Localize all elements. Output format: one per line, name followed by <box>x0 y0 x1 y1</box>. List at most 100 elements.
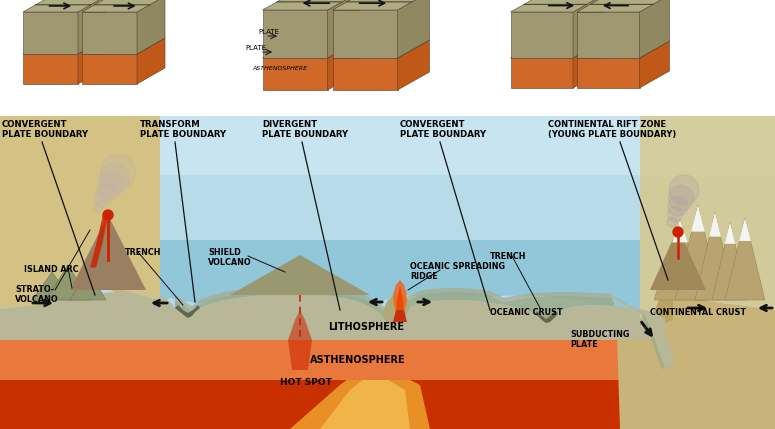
Text: ISLAND ARC: ISLAND ARC <box>24 265 78 274</box>
Polygon shape <box>70 270 106 300</box>
Polygon shape <box>175 305 200 318</box>
Text: ASTHENOSPHERE: ASTHENOSPHERE <box>252 66 307 70</box>
Polygon shape <box>616 116 775 429</box>
Text: PLATE: PLATE <box>245 45 266 51</box>
Polygon shape <box>640 116 775 318</box>
Text: TRENCH: TRENCH <box>125 248 161 257</box>
Polygon shape <box>725 218 765 300</box>
Polygon shape <box>712 222 748 300</box>
Text: STRATO-
VOLCANO: STRATO- VOLCANO <box>15 285 59 305</box>
Polygon shape <box>725 222 735 244</box>
Polygon shape <box>23 38 106 54</box>
Polygon shape <box>610 292 665 369</box>
Polygon shape <box>675 205 721 300</box>
Text: HOT SPOT: HOT SPOT <box>280 378 332 387</box>
Polygon shape <box>23 12 78 54</box>
Polygon shape <box>0 116 160 309</box>
Text: CONVERGENT
PLATE BOUNDARY: CONVERGENT PLATE BOUNDARY <box>400 120 486 139</box>
Polygon shape <box>320 378 410 429</box>
Text: SHIELD
VOLCANO: SHIELD VOLCANO <box>208 248 252 267</box>
Polygon shape <box>610 288 673 330</box>
Polygon shape <box>175 290 615 323</box>
Polygon shape <box>709 212 721 237</box>
Text: ASTHENOSPHERE: ASTHENOSPHERE <box>310 355 405 365</box>
Polygon shape <box>328 0 360 58</box>
Polygon shape <box>573 41 603 88</box>
Polygon shape <box>511 58 573 88</box>
Polygon shape <box>78 38 106 84</box>
Polygon shape <box>82 12 137 54</box>
Bar <box>0 116 775 429</box>
Text: PLATE: PLATE <box>258 29 279 35</box>
Polygon shape <box>130 175 640 240</box>
Polygon shape <box>535 311 558 323</box>
Polygon shape <box>610 294 675 368</box>
Polygon shape <box>577 41 670 58</box>
Circle shape <box>667 206 683 221</box>
Polygon shape <box>288 310 312 370</box>
Polygon shape <box>393 285 407 322</box>
Polygon shape <box>82 38 165 54</box>
Circle shape <box>101 154 136 190</box>
Polygon shape <box>511 0 603 12</box>
Polygon shape <box>78 0 106 54</box>
Circle shape <box>93 202 103 212</box>
Polygon shape <box>23 0 106 12</box>
Polygon shape <box>0 313 775 380</box>
Polygon shape <box>23 54 78 84</box>
Polygon shape <box>672 220 687 242</box>
Circle shape <box>98 173 122 199</box>
Text: CONTINENTAL RIFT ZONE
(YOUNG PLATE BOUNDARY): CONTINENTAL RIFT ZONE (YOUNG PLATE BOUND… <box>548 120 677 139</box>
Polygon shape <box>511 12 573 58</box>
Circle shape <box>668 196 688 216</box>
Polygon shape <box>654 220 706 300</box>
Polygon shape <box>290 370 430 429</box>
Polygon shape <box>82 0 165 12</box>
Text: CONTINENTAL CRUST: CONTINENTAL CRUST <box>650 308 746 317</box>
Polygon shape <box>383 294 410 323</box>
Text: OCEANIC SPREADING
RIDGE: OCEANIC SPREADING RIDGE <box>410 262 505 281</box>
Polygon shape <box>577 58 639 88</box>
Polygon shape <box>577 0 670 12</box>
Polygon shape <box>263 58 328 90</box>
Polygon shape <box>175 286 612 316</box>
Polygon shape <box>263 40 360 58</box>
Polygon shape <box>0 116 160 312</box>
Polygon shape <box>332 10 398 58</box>
Polygon shape <box>398 40 429 90</box>
Bar <box>0 116 775 176</box>
Polygon shape <box>639 41 670 88</box>
Polygon shape <box>650 228 706 290</box>
Circle shape <box>673 227 683 237</box>
Polygon shape <box>90 215 108 268</box>
Polygon shape <box>130 175 640 316</box>
Polygon shape <box>0 292 665 340</box>
Circle shape <box>103 210 113 220</box>
Text: OCEANIC CRUST: OCEANIC CRUST <box>490 308 563 317</box>
Polygon shape <box>511 41 603 58</box>
Polygon shape <box>263 10 328 58</box>
Polygon shape <box>82 54 137 84</box>
Polygon shape <box>573 0 603 58</box>
Polygon shape <box>46 265 90 300</box>
Circle shape <box>99 164 129 194</box>
Polygon shape <box>70 215 146 290</box>
Polygon shape <box>398 0 429 58</box>
Text: DIVERGENT
PLATE BOUNDARY: DIVERGENT PLATE BOUNDARY <box>262 120 348 139</box>
Polygon shape <box>393 280 407 310</box>
Circle shape <box>669 175 699 205</box>
Polygon shape <box>32 272 72 300</box>
Circle shape <box>96 183 116 203</box>
Polygon shape <box>230 255 370 295</box>
Text: SUBDUCTING
PLATE: SUBDUCTING PLATE <box>570 330 629 349</box>
Polygon shape <box>332 58 398 90</box>
Polygon shape <box>691 205 705 232</box>
Polygon shape <box>639 0 670 58</box>
Circle shape <box>667 217 677 227</box>
Polygon shape <box>577 12 639 58</box>
Polygon shape <box>263 0 360 10</box>
Circle shape <box>95 193 109 208</box>
Bar <box>0 380 775 429</box>
Polygon shape <box>328 40 360 90</box>
Polygon shape <box>695 212 735 300</box>
